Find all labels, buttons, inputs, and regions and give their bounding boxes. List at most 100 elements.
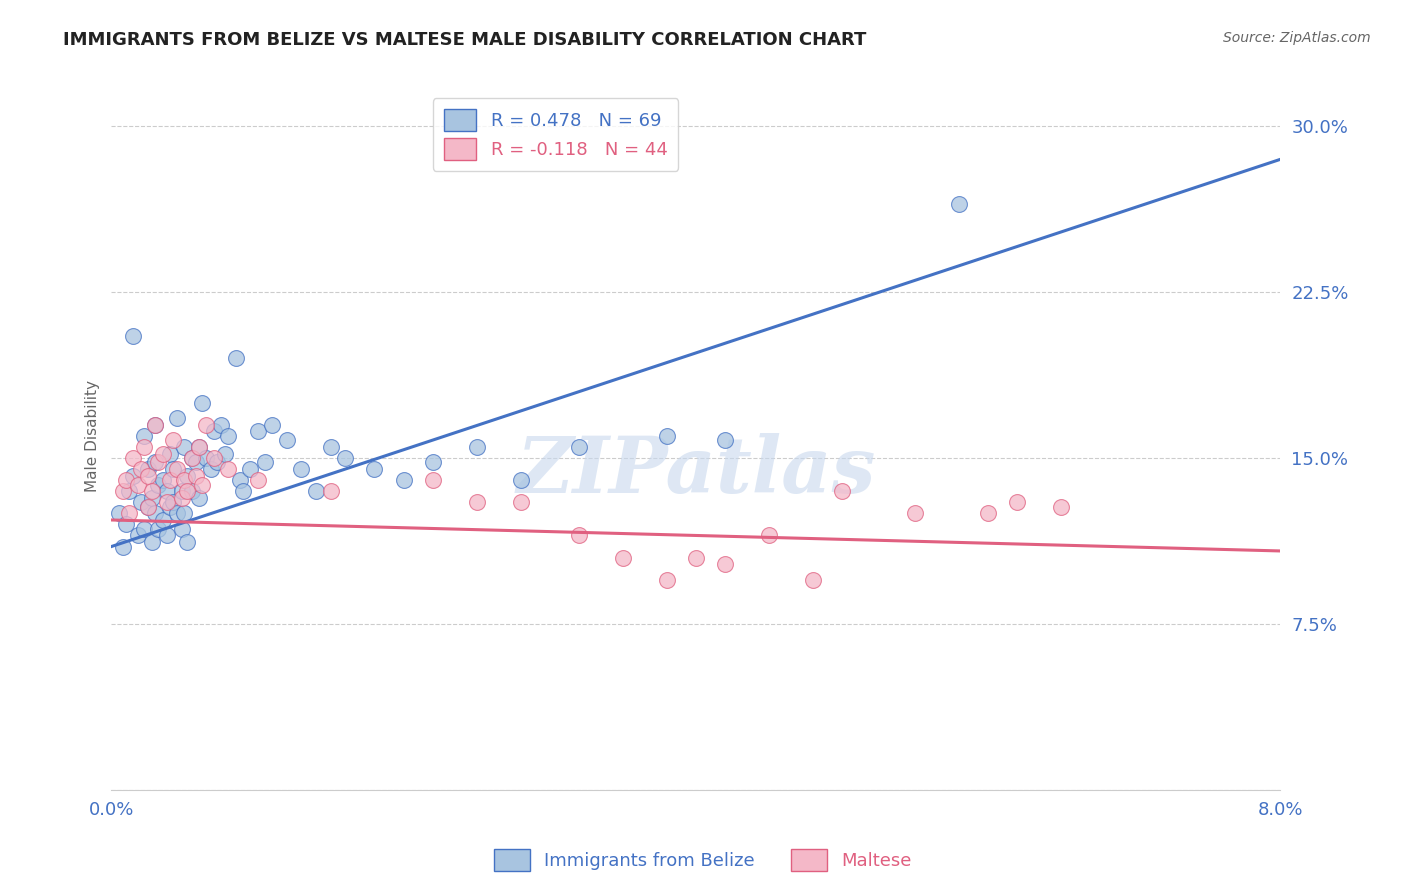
Point bbox=[202, 425, 225, 439]
Point bbox=[612, 550, 634, 565]
Point bbox=[132, 522, 155, 536]
Point bbox=[335, 450, 357, 465]
Point bbox=[115, 517, 138, 532]
Point bbox=[217, 462, 239, 476]
Point bbox=[156, 495, 179, 509]
Y-axis label: Male Disability: Male Disability bbox=[86, 380, 100, 491]
Point bbox=[129, 495, 152, 509]
Point bbox=[1050, 500, 1073, 514]
Point bbox=[253, 455, 276, 469]
Point bbox=[115, 473, 138, 487]
Point bbox=[305, 484, 328, 499]
Point bbox=[170, 522, 193, 536]
Point bbox=[122, 329, 145, 343]
Point bbox=[191, 477, 214, 491]
Point bbox=[904, 506, 927, 520]
Point bbox=[205, 455, 228, 469]
Point bbox=[200, 462, 222, 476]
Point bbox=[152, 447, 174, 461]
Point bbox=[141, 491, 163, 505]
Point bbox=[188, 440, 211, 454]
Point bbox=[801, 573, 824, 587]
Point bbox=[132, 440, 155, 454]
Point bbox=[156, 528, 179, 542]
Point bbox=[132, 429, 155, 443]
Point bbox=[166, 462, 188, 476]
Point bbox=[107, 506, 129, 520]
Point bbox=[122, 468, 145, 483]
Point bbox=[191, 395, 214, 409]
Point bbox=[209, 417, 232, 432]
Point bbox=[180, 450, 202, 465]
Point bbox=[152, 473, 174, 487]
Point bbox=[166, 506, 188, 520]
Point bbox=[509, 495, 531, 509]
Point bbox=[465, 440, 488, 454]
Point bbox=[143, 455, 166, 469]
Point bbox=[162, 462, 184, 476]
Point bbox=[319, 484, 342, 499]
Point bbox=[363, 462, 385, 476]
Point bbox=[319, 440, 342, 454]
Point bbox=[422, 455, 444, 469]
Point bbox=[159, 500, 181, 514]
Point bbox=[162, 495, 184, 509]
Point bbox=[392, 473, 415, 487]
Point bbox=[136, 468, 159, 483]
Point bbox=[159, 447, 181, 461]
Point bbox=[188, 440, 211, 454]
Point bbox=[173, 473, 195, 487]
Point bbox=[195, 417, 218, 432]
Point bbox=[568, 440, 591, 454]
Point bbox=[714, 434, 737, 448]
Point bbox=[112, 540, 135, 554]
Text: IMMIGRANTS FROM BELIZE VS MALTESE MALE DISABILITY CORRELATION CHART: IMMIGRANTS FROM BELIZE VS MALTESE MALE D… bbox=[63, 31, 866, 49]
Point bbox=[214, 447, 236, 461]
Point bbox=[948, 196, 970, 211]
Point bbox=[180, 450, 202, 465]
Point bbox=[246, 425, 269, 439]
Legend: Immigrants from Belize, Maltese: Immigrants from Belize, Maltese bbox=[486, 842, 920, 879]
Point bbox=[195, 450, 218, 465]
Point bbox=[276, 434, 298, 448]
Point bbox=[262, 417, 284, 432]
Point bbox=[239, 462, 262, 476]
Point bbox=[232, 484, 254, 499]
Point bbox=[152, 513, 174, 527]
Point bbox=[146, 455, 169, 469]
Text: Source: ZipAtlas.com: Source: ZipAtlas.com bbox=[1223, 31, 1371, 45]
Point bbox=[141, 535, 163, 549]
Point bbox=[122, 450, 145, 465]
Point bbox=[290, 462, 312, 476]
Point bbox=[655, 573, 678, 587]
Point bbox=[143, 506, 166, 520]
Point bbox=[162, 434, 184, 448]
Legend: R = 0.478   N = 69, R = -0.118   N = 44: R = 0.478 N = 69, R = -0.118 N = 44 bbox=[433, 98, 678, 171]
Point bbox=[180, 484, 202, 499]
Text: ZIPatlas: ZIPatlas bbox=[516, 433, 876, 509]
Point bbox=[166, 411, 188, 425]
Point bbox=[1007, 495, 1029, 509]
Point bbox=[568, 528, 591, 542]
Point bbox=[173, 440, 195, 454]
Point bbox=[143, 417, 166, 432]
Point bbox=[831, 484, 853, 499]
Point bbox=[112, 484, 135, 499]
Point bbox=[127, 528, 149, 542]
Point bbox=[129, 462, 152, 476]
Point bbox=[143, 417, 166, 432]
Point bbox=[136, 500, 159, 514]
Point bbox=[758, 528, 780, 542]
Point bbox=[170, 491, 193, 505]
Point bbox=[465, 495, 488, 509]
Point bbox=[225, 351, 247, 366]
Point bbox=[977, 506, 1000, 520]
Point bbox=[714, 558, 737, 572]
Point bbox=[176, 535, 198, 549]
Point bbox=[422, 473, 444, 487]
Point bbox=[146, 522, 169, 536]
Point bbox=[176, 468, 198, 483]
Point bbox=[136, 500, 159, 514]
Point bbox=[202, 450, 225, 465]
Point bbox=[173, 506, 195, 520]
